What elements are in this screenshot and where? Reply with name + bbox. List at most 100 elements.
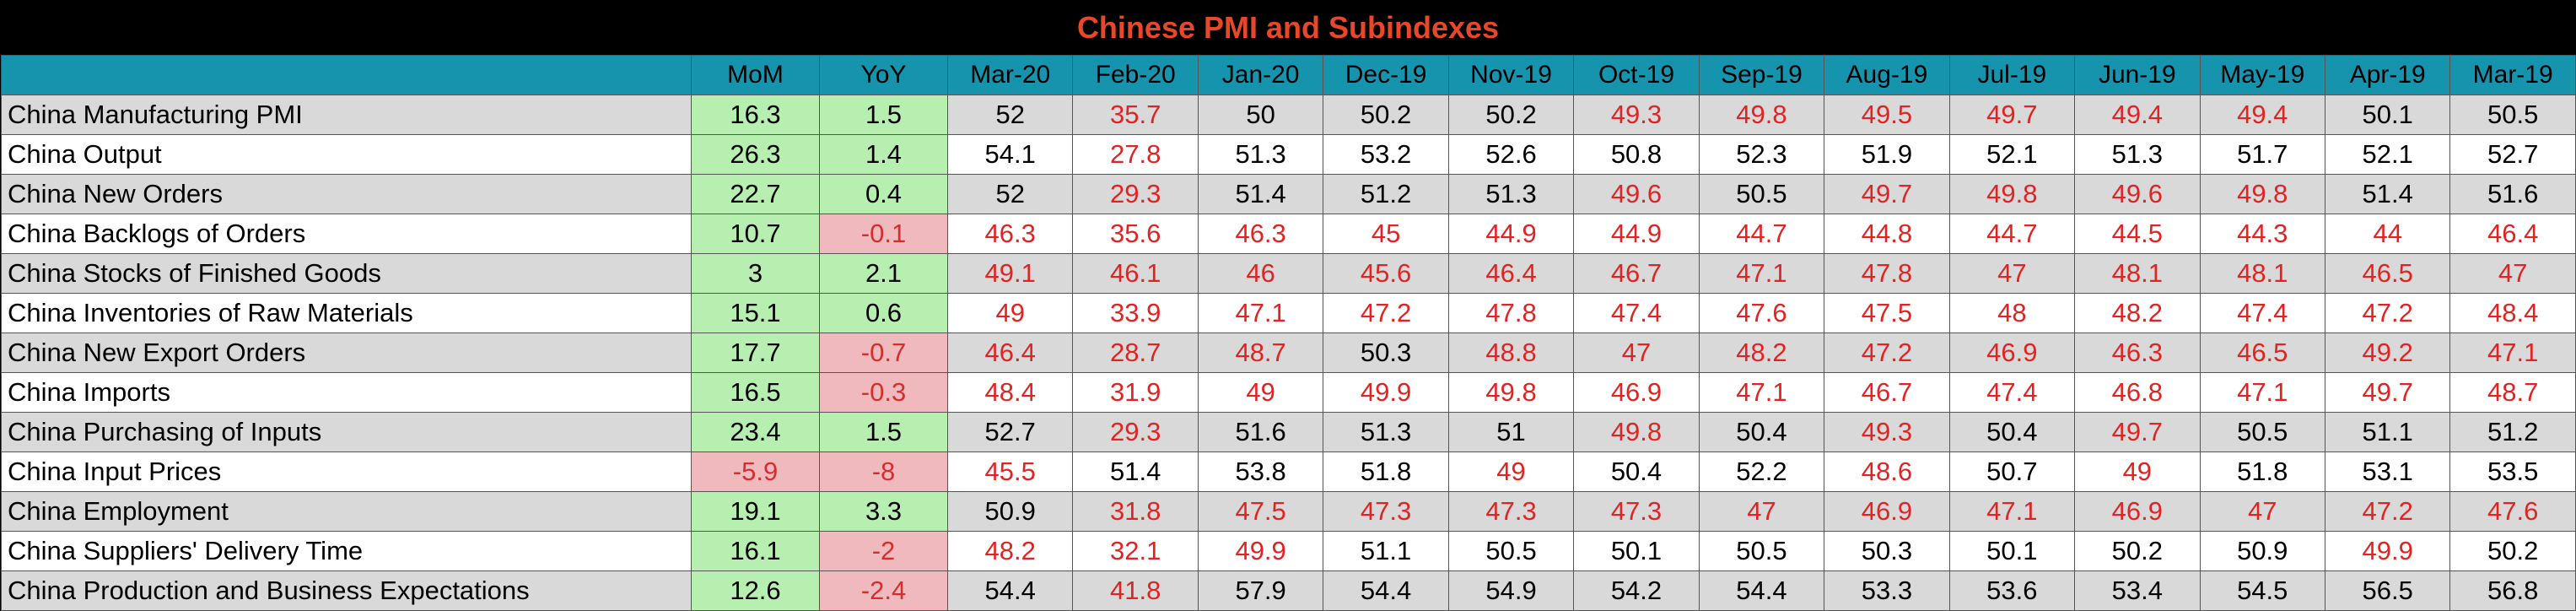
value-cell: 51.4 — [2324, 174, 2451, 214]
value-cell: 49.9 — [1197, 531, 1324, 571]
column-header: Mar-19 — [2449, 55, 2576, 95]
value-cell: 49.3 — [1824, 412, 1950, 452]
value-cell: 54.2 — [1573, 570, 1700, 611]
value-cell: 47.2 — [1824, 333, 1950, 373]
table-row: China Production and Business Expectatio… — [1, 570, 2576, 611]
value-cell: 49.6 — [2074, 174, 2201, 214]
value-cell: 50.9 — [2199, 531, 2325, 571]
value-cell: 51.3 — [1447, 174, 1575, 214]
mom-cell: -5.9 — [691, 451, 820, 492]
value-cell: 51.3 — [2074, 134, 2201, 175]
value-cell: 51.1 — [2324, 412, 2451, 452]
column-header: Mar-20 — [946, 55, 1074, 95]
value-cell: 51.8 — [1323, 451, 1449, 492]
table-row: China New Orders 22.7 0.4 52 29.3 51.4 51.2 51.… — [1, 174, 2576, 214]
value-cell: 50.7 — [1948, 451, 2076, 492]
column-header: MoM — [691, 55, 820, 95]
table-row: China Employment 19.1 3.3 50.9 31.8 47.5 47.3 4… — [1, 491, 2576, 532]
value-cell: 50.4 — [1948, 412, 2076, 452]
table-row: China New Export Orders 17.7 -0.7 46.4 28.7 4… — [1, 333, 2576, 373]
table-row: China Purchasing of Inputs 23.4 1.5 52.7 29.… — [1, 412, 2576, 452]
value-cell: 41.8 — [1072, 570, 1199, 611]
value-cell: 47.2 — [1323, 293, 1449, 333]
value-cell: 45.5 — [946, 451, 1074, 492]
value-cell: 52 — [946, 174, 1074, 214]
row-label: China Imports — [1, 372, 692, 413]
value-cell: 50.2 — [1323, 95, 1449, 135]
value-cell: 46.4 — [946, 333, 1074, 373]
row-label: China Purchasing of Inputs — [1, 412, 692, 452]
value-cell: 49.4 — [2074, 95, 2201, 135]
value-cell: 47.4 — [1948, 372, 2076, 413]
yoy-cell: 3.3 — [819, 491, 948, 532]
yoy-cell: 0.6 — [819, 293, 948, 333]
value-cell: 48.7 — [1197, 333, 1324, 373]
value-cell: 31.8 — [1072, 491, 1199, 532]
table-row: China Backlogs of Orders 10.7 -0.1 46.3 35.6… — [1, 214, 2576, 254]
column-header: Feb-20 — [1072, 55, 1199, 95]
value-cell: 49.8 — [1698, 95, 1825, 135]
value-cell: 49.8 — [1948, 174, 2076, 214]
value-cell: 53.3 — [1824, 570, 1950, 611]
value-cell: 52.1 — [2324, 134, 2451, 175]
value-cell: 47.5 — [1824, 293, 1950, 333]
value-cell: 50.9 — [946, 491, 1074, 532]
table-row: China Imports 16.5 -0.3 48.4 31.9 49 49.9 49.8 4… — [1, 372, 2576, 413]
value-cell: 47.3 — [1323, 491, 1449, 532]
value-cell: 46.3 — [946, 214, 1074, 254]
value-cell: 53.5 — [2449, 451, 2576, 492]
value-cell: 46.5 — [2324, 253, 2451, 294]
value-cell: 29.3 — [1072, 174, 1199, 214]
mom-cell: 19.1 — [691, 491, 820, 532]
value-cell: 51.6 — [1197, 412, 1324, 452]
mom-cell: 3 — [691, 253, 820, 294]
value-cell: 50.5 — [2199, 412, 2325, 452]
yoy-cell: -0.1 — [819, 214, 948, 254]
value-cell: 46.9 — [1948, 333, 2076, 373]
table-title: Chinese PMI and Subindexes — [1076, 10, 1500, 45]
value-cell: 48.2 — [1698, 333, 1825, 373]
value-cell: 47.1 — [2199, 372, 2325, 413]
mom-cell: 12.6 — [691, 570, 820, 611]
value-cell: 56.8 — [2449, 570, 2576, 611]
value-cell: 51.2 — [2449, 412, 2576, 452]
value-cell: 50.3 — [1824, 531, 1950, 571]
value-cell: 48.1 — [2074, 253, 2201, 294]
value-cell: 50.1 — [1948, 531, 2076, 571]
value-cell: 49.1 — [946, 253, 1074, 294]
value-cell: 47.1 — [1698, 253, 1825, 294]
yoy-cell: -0.3 — [819, 372, 948, 413]
value-cell: 50.4 — [1573, 451, 1700, 492]
value-cell: 51.8 — [2199, 451, 2325, 492]
value-cell: 28.7 — [1072, 333, 1199, 373]
column-header: Jun-19 — [2074, 55, 2201, 95]
row-label: China Suppliers' Delivery Time — [1, 531, 692, 571]
row-label: China Stocks of Finished Goods — [1, 253, 692, 294]
column-header: Jan-20 — [1197, 55, 1324, 95]
value-cell: 50.8 — [1573, 134, 1700, 175]
yoy-cell: 1.5 — [819, 412, 948, 452]
value-cell: 49.9 — [1323, 372, 1449, 413]
value-cell: 47.6 — [1698, 293, 1825, 333]
value-cell: 53.6 — [1948, 570, 2076, 611]
mom-cell: 26.3 — [691, 134, 820, 175]
yoy-cell: 0.4 — [819, 174, 948, 214]
value-cell: 49.8 — [1447, 372, 1575, 413]
value-cell: 46 — [1197, 253, 1324, 294]
value-cell: 54.4 — [946, 570, 1074, 611]
value-cell: 49 — [2074, 451, 2201, 492]
column-header: YoY — [819, 55, 948, 95]
value-cell: 47.1 — [2449, 333, 2576, 373]
value-cell: 48.2 — [946, 531, 1074, 571]
value-cell: 48.4 — [2449, 293, 2576, 333]
header-row: MoM YoY Mar-20 Feb-20 Jan-20 Dec-19 Nov-19 Oct-… — [1, 55, 2576, 95]
yoy-cell: -2.4 — [819, 570, 948, 611]
value-cell: 47 — [2449, 253, 2576, 294]
mom-cell: 23.4 — [691, 412, 820, 452]
column-header: Aug-19 — [1824, 55, 1950, 95]
mom-cell: 10.7 — [691, 214, 820, 254]
value-cell: 50.5 — [1698, 174, 1825, 214]
value-cell: 49 — [1197, 372, 1324, 413]
value-cell: 50.5 — [1447, 531, 1575, 571]
yoy-cell: -8 — [819, 451, 948, 492]
